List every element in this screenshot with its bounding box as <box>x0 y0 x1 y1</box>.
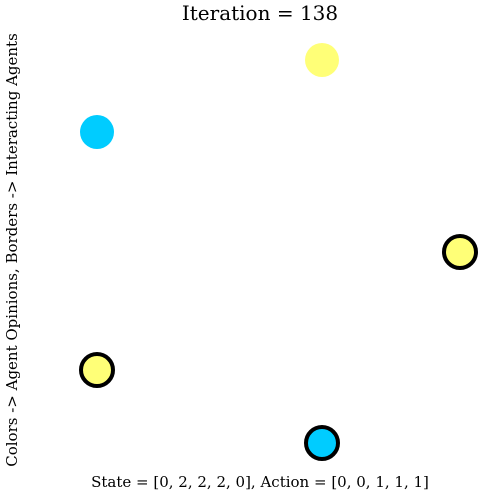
agent-circle-2 <box>442 234 478 270</box>
figure-title: Iteration = 138 <box>181 1 339 25</box>
agent-circle-0 <box>80 115 114 149</box>
agent-circle-3 <box>79 352 115 388</box>
agent-circle-1 <box>305 43 339 77</box>
x-axis-label: State = [0, 2, 2, 2, 0], Action = [0, 0,… <box>91 473 429 491</box>
agent-circle-4 <box>304 425 340 461</box>
